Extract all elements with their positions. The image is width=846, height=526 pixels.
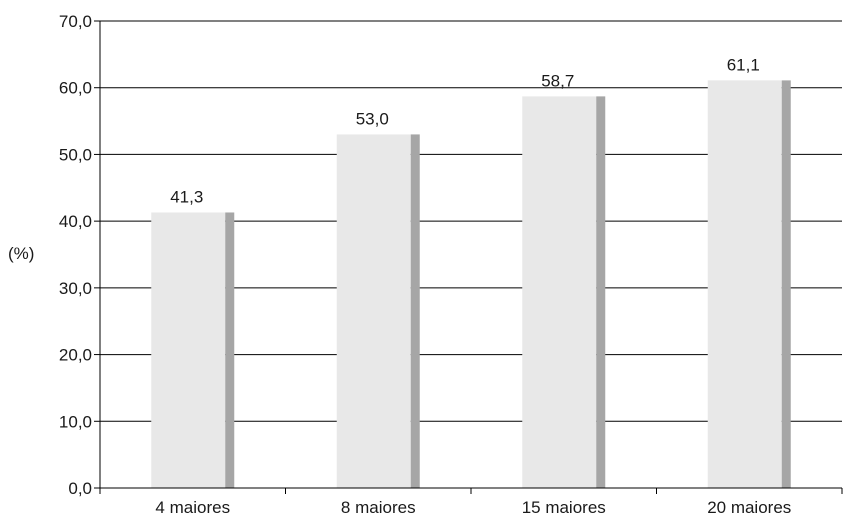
bar-shade-15-maiores <box>596 96 606 488</box>
y-tick-label: 30,0 <box>59 279 92 298</box>
y-tick-label: 40,0 <box>59 212 92 231</box>
bar-shade-20-maiores <box>781 80 791 488</box>
bar-8-maiores <box>336 134 411 488</box>
bars: 41,3 53,0 58,7 61,1 <box>151 55 791 488</box>
x-tick-label: 4 maiores <box>155 498 230 517</box>
x-tick-label: 8 maiores <box>341 498 416 517</box>
bar-4-maiores <box>151 212 226 488</box>
data-label: 61,1 <box>727 55 760 74</box>
bar-20-maiores <box>707 80 782 488</box>
y-tick-label: 10,0 <box>59 412 92 431</box>
bar-shade-4-maiores <box>225 212 235 488</box>
y-tick-label: 0,0 <box>68 479 92 498</box>
data-label: 53,0 <box>356 109 389 128</box>
data-label: 41,3 <box>170 187 203 206</box>
x-tick-label: 20 maiores <box>707 498 791 517</box>
x-tick-label: 15 maiores <box>522 498 606 517</box>
data-label: 58,7 <box>541 71 574 90</box>
bar-shade-8-maiores <box>410 134 420 488</box>
y-tick-label: 50,0 <box>59 145 92 164</box>
y-tick-label: 60,0 <box>59 79 92 98</box>
axes: 0,0 10,0 20,0 30,0 40,0 50,0 60,0 70,0 4 maiores… <box>59 12 843 517</box>
y-tick-label: 20,0 <box>59 346 92 365</box>
y-axis-title: (%) <box>8 244 34 263</box>
bar-15-maiores <box>522 96 597 488</box>
y-tick-label: 70,0 <box>59 12 92 31</box>
